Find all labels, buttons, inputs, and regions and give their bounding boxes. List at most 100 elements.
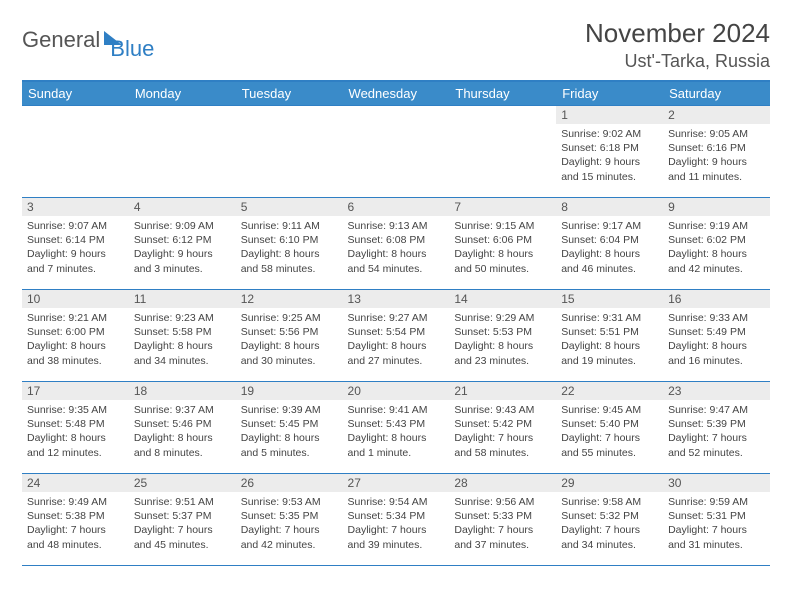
sunrise-text: Sunrise: 9:21 AM [27,311,124,325]
calendar-day-cell: 20Sunrise: 9:41 AMSunset: 5:43 PMDayligh… [343,382,450,474]
calendar-day-cell: 26Sunrise: 9:53 AMSunset: 5:35 PMDayligh… [236,474,343,566]
day-number: 13 [343,290,450,308]
calendar-table: Sunday Monday Tuesday Wednesday Thursday… [22,80,770,566]
daylight-text: Daylight: 8 hours and 42 minutes. [668,247,765,275]
day-details: Sunrise: 9:59 AMSunset: 5:31 PMDaylight:… [663,492,770,556]
daylight-text: Daylight: 7 hours and 45 minutes. [134,523,231,551]
day-number: 7 [449,198,556,216]
sunrise-text: Sunrise: 9:59 AM [668,495,765,509]
day-number: 11 [129,290,236,308]
day-number: 25 [129,474,236,492]
sunrise-text: Sunrise: 9:49 AM [27,495,124,509]
daylight-text: Daylight: 8 hours and 38 minutes. [27,339,124,367]
calendar-day-cell: 22Sunrise: 9:45 AMSunset: 5:40 PMDayligh… [556,382,663,474]
calendar-day-cell: 5Sunrise: 9:11 AMSunset: 6:10 PMDaylight… [236,198,343,290]
day-details: Sunrise: 9:25 AMSunset: 5:56 PMDaylight:… [236,308,343,372]
calendar-day-cell: 28Sunrise: 9:56 AMSunset: 5:33 PMDayligh… [449,474,556,566]
day-details: Sunrise: 9:58 AMSunset: 5:32 PMDaylight:… [556,492,663,556]
sunset-text: Sunset: 5:40 PM [561,417,658,431]
calendar-day-cell: 15Sunrise: 9:31 AMSunset: 5:51 PMDayligh… [556,290,663,382]
day-number: 19 [236,382,343,400]
sunrise-text: Sunrise: 9:13 AM [348,219,445,233]
logo-text-general: General [22,27,100,53]
daylight-text: Daylight: 8 hours and 5 minutes. [241,431,338,459]
day-number: 12 [236,290,343,308]
calendar-day-cell: 3Sunrise: 9:07 AMSunset: 6:14 PMDaylight… [22,198,129,290]
sunset-text: Sunset: 5:38 PM [27,509,124,523]
day-number: 6 [343,198,450,216]
sunrise-text: Sunrise: 9:31 AM [561,311,658,325]
calendar-day-cell: 25Sunrise: 9:51 AMSunset: 5:37 PMDayligh… [129,474,236,566]
day-number: 20 [343,382,450,400]
daylight-text: Daylight: 9 hours and 11 minutes. [668,155,765,183]
day-details: Sunrise: 9:54 AMSunset: 5:34 PMDaylight:… [343,492,450,556]
sunset-text: Sunset: 6:06 PM [454,233,551,247]
calendar-day-cell: 17Sunrise: 9:35 AMSunset: 5:48 PMDayligh… [22,382,129,474]
daylight-text: Daylight: 8 hours and 1 minute. [348,431,445,459]
day-number: 29 [556,474,663,492]
daylight-text: Daylight: 8 hours and 34 minutes. [134,339,231,367]
day-number: 15 [556,290,663,308]
day-details: Sunrise: 9:15 AMSunset: 6:06 PMDaylight:… [449,216,556,280]
sunset-text: Sunset: 6:10 PM [241,233,338,247]
day-number: 2 [663,106,770,124]
day-details: Sunrise: 9:37 AMSunset: 5:46 PMDaylight:… [129,400,236,464]
daylight-text: Daylight: 7 hours and 52 minutes. [668,431,765,459]
calendar-day-cell: 14Sunrise: 9:29 AMSunset: 5:53 PMDayligh… [449,290,556,382]
calendar-day-cell: 18Sunrise: 9:37 AMSunset: 5:46 PMDayligh… [129,382,236,474]
sunrise-text: Sunrise: 9:05 AM [668,127,765,141]
logo-text-blue: Blue [110,36,154,62]
title-block: November 2024 Ust'-Tarka, Russia [585,18,770,72]
sunrise-text: Sunrise: 9:54 AM [348,495,445,509]
day-number: 24 [22,474,129,492]
weekday-header: Tuesday [236,81,343,106]
day-details: Sunrise: 9:21 AMSunset: 6:00 PMDaylight:… [22,308,129,372]
sunrise-text: Sunrise: 9:33 AM [668,311,765,325]
daylight-text: Daylight: 7 hours and 48 minutes. [27,523,124,551]
daylight-text: Daylight: 8 hours and 58 minutes. [241,247,338,275]
day-details: Sunrise: 9:51 AMSunset: 5:37 PMDaylight:… [129,492,236,556]
day-number: 26 [236,474,343,492]
sunrise-text: Sunrise: 9:47 AM [668,403,765,417]
day-details: Sunrise: 9:53 AMSunset: 5:35 PMDaylight:… [236,492,343,556]
sunset-text: Sunset: 5:37 PM [134,509,231,523]
daylight-text: Daylight: 7 hours and 58 minutes. [454,431,551,459]
sunrise-text: Sunrise: 9:19 AM [668,219,765,233]
weekday-header: Sunday [22,81,129,106]
day-number: 4 [129,198,236,216]
day-details: Sunrise: 9:31 AMSunset: 5:51 PMDaylight:… [556,308,663,372]
day-details: Sunrise: 9:33 AMSunset: 5:49 PMDaylight:… [663,308,770,372]
daylight-text: Daylight: 7 hours and 34 minutes. [561,523,658,551]
sunset-text: Sunset: 5:43 PM [348,417,445,431]
calendar-day-cell: 4Sunrise: 9:09 AMSunset: 6:12 PMDaylight… [129,198,236,290]
daylight-text: Daylight: 8 hours and 19 minutes. [561,339,658,367]
weekday-header-row: Sunday Monday Tuesday Wednesday Thursday… [22,81,770,106]
day-number: 18 [129,382,236,400]
calendar-day-cell: 24 Sunrise: 9:49 AMSunset: 5:38 PMDayligh… [22,474,129,566]
day-details: Sunrise: 9:27 AMSunset: 5:54 PMDaylight:… [343,308,450,372]
sunset-text: Sunset: 6:18 PM [561,141,658,155]
calendar-day-cell: 27Sunrise: 9:54 AMSunset: 5:34 PMDayligh… [343,474,450,566]
sunrise-text: Sunrise: 9:58 AM [561,495,658,509]
sunrise-text: Sunrise: 9:39 AM [241,403,338,417]
calendar-day-cell: 30Sunrise: 9:59 AMSunset: 5:31 PMDayligh… [663,474,770,566]
daylight-text: Daylight: 9 hours and 15 minutes. [561,155,658,183]
calendar-day-cell [449,106,556,198]
sunset-text: Sunset: 5:33 PM [454,509,551,523]
sunrise-text: Sunrise: 9:37 AM [134,403,231,417]
sunrise-text: Sunrise: 9:15 AM [454,219,551,233]
calendar-day-cell: 11Sunrise: 9:23 AMSunset: 5:58 PMDayligh… [129,290,236,382]
weekday-header: Wednesday [343,81,450,106]
day-number: 23 [663,382,770,400]
sunrise-text: Sunrise: 9:35 AM [27,403,124,417]
sunset-text: Sunset: 5:46 PM [134,417,231,431]
calendar-day-cell [129,106,236,198]
daylight-text: Daylight: 8 hours and 46 minutes. [561,247,658,275]
title-location: Ust'-Tarka, Russia [585,51,770,72]
calendar-day-cell [343,106,450,198]
sunrise-text: Sunrise: 9:27 AM [348,311,445,325]
title-month: November 2024 [585,18,770,49]
calendar-week-row: 17Sunrise: 9:35 AMSunset: 5:48 PMDayligh… [22,382,770,474]
daylight-text: Daylight: 8 hours and 16 minutes. [668,339,765,367]
calendar-day-cell: 19Sunrise: 9:39 AMSunset: 5:45 PMDayligh… [236,382,343,474]
